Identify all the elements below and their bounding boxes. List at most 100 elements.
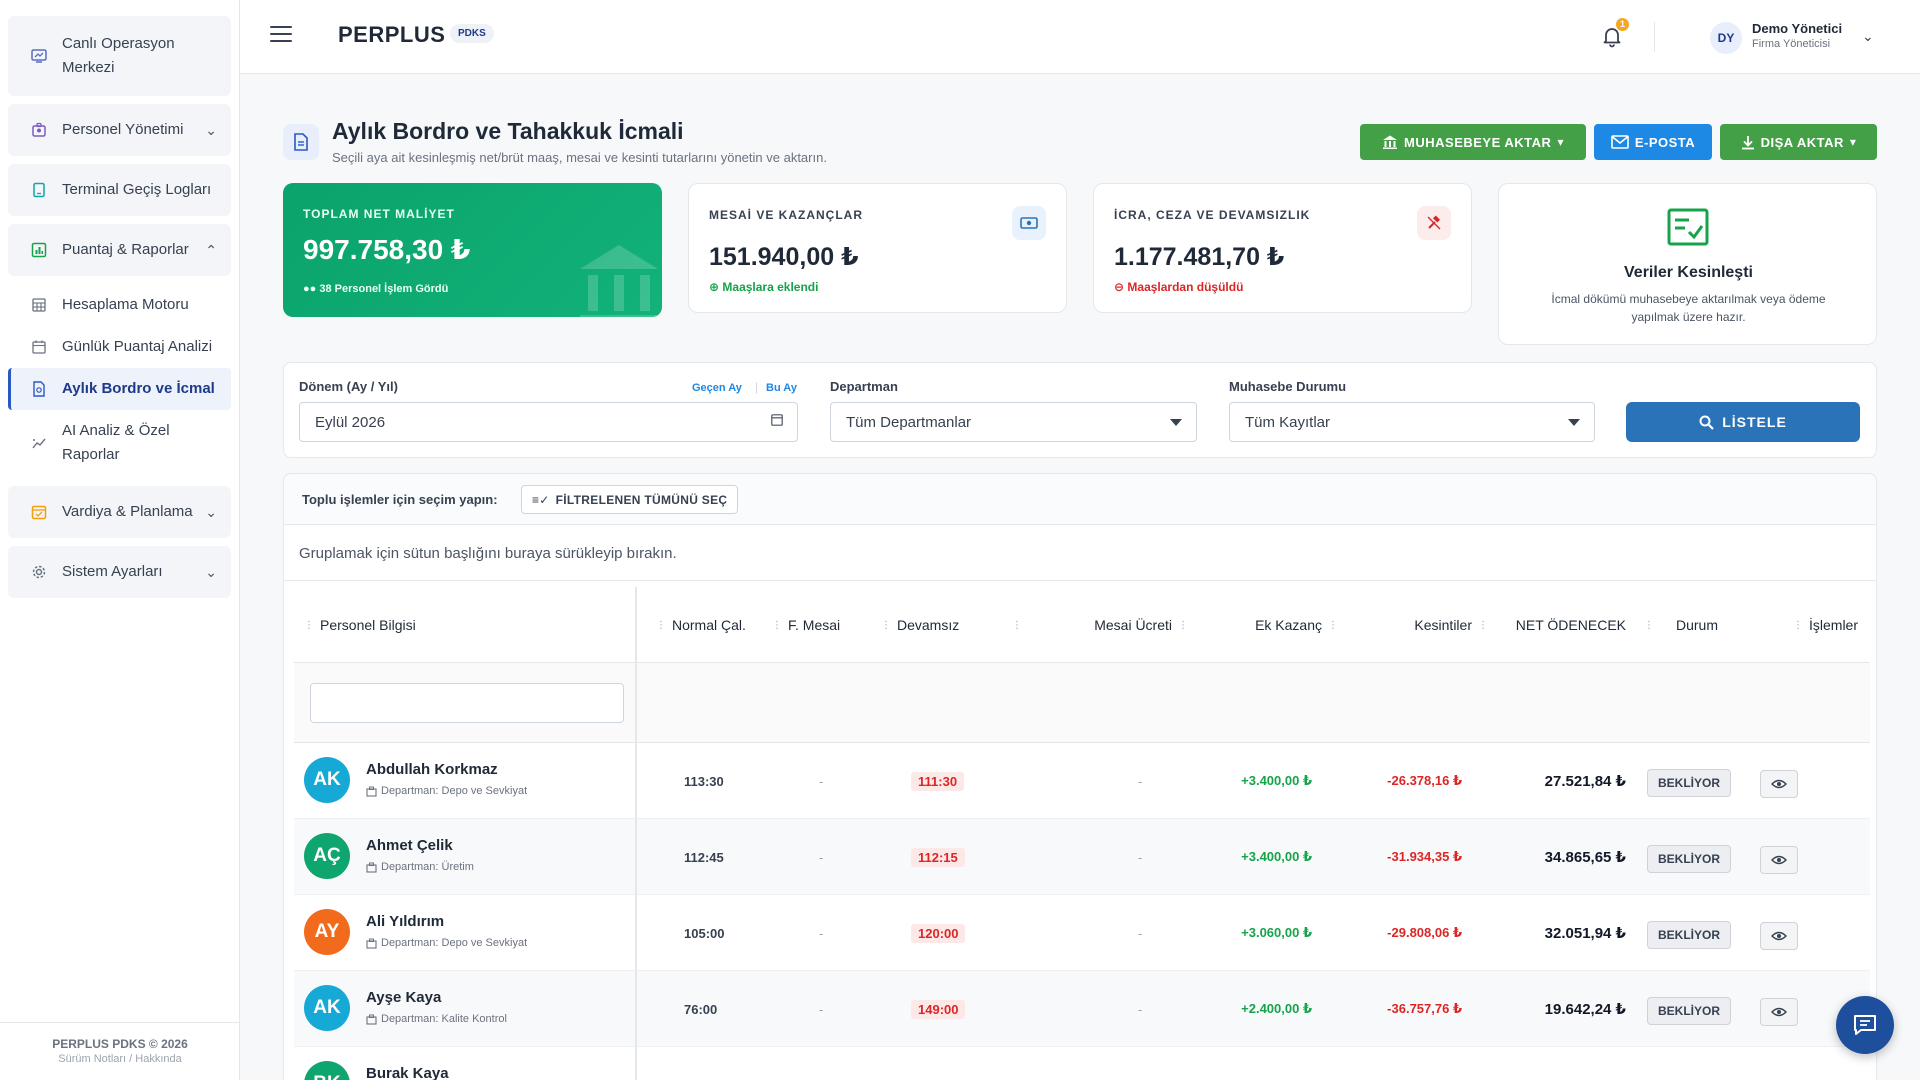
card-note: ⊖ Maaşlardan düşüldü — [1114, 280, 1243, 294]
money-icon — [1012, 206, 1046, 240]
card-title: TOPLAM NET MALİYET — [303, 207, 455, 221]
extra-earnings-cell: +3.400,00 ₺ — [1241, 773, 1312, 788]
chevron-down-icon: ⌄ — [205, 121, 217, 138]
column-header-label: Durum — [1675, 617, 1718, 633]
avatar: BK — [304, 1061, 350, 1080]
table-row[interactable]: AY Ali Yıldırım Departman: Depo ve Sevkiya… — [294, 895, 1870, 971]
sidebar-item-personnel[interactable]: Personel Yönetimi ⌄ — [8, 104, 231, 156]
sidebar-item-terminal-logs[interactable]: Terminal Geçiş Logları — [8, 164, 231, 216]
status-badge: BEKLİYOR — [1647, 921, 1732, 949]
sidebar-item-shifts[interactable]: Vardiya & Planlama ⌄ — [8, 486, 231, 538]
select-all-label: FİLTRELENEN TÜMÜNÜ SEÇ — [555, 492, 728, 507]
this-month-link[interactable]: Bu Ay — [766, 382, 797, 394]
email-button[interactable]: E-POSTA — [1594, 124, 1712, 160]
caret-down-icon — [1568, 419, 1580, 426]
personnel-name[interactable]: Abdullah Korkmaz — [366, 761, 498, 778]
bell-icon[interactable] — [1600, 24, 1624, 48]
absent-cell: 111:30 — [911, 743, 965, 819]
document-icon — [283, 124, 319, 160]
avatar[interactable]: DY — [1710, 22, 1742, 54]
bulk-actions-bar: Toplu işlemler için seçim yapın: ≡✓ FİLT… — [283, 473, 1877, 525]
personnel-name[interactable]: Ali Yıldırım — [366, 913, 445, 930]
net-payable-cell: 32.051,94 ₺ — [1544, 925, 1626, 942]
absent-cell: 149:00 — [911, 971, 966, 1047]
building-icon — [366, 1014, 377, 1025]
view-button[interactable] — [1760, 846, 1798, 874]
select-all-filtered-button[interactable]: ≡✓ FİLTRELENEN TÜMÜNÜ SEÇ — [521, 485, 739, 514]
personnel-department: Departman: Depo ve Sevkiyat — [366, 785, 527, 797]
normal-hours-cell: 112:45 — [684, 849, 724, 865]
menu-toggle-icon[interactable] — [270, 26, 292, 44]
deductions-card: İCRA, CEZA VE DEVAMSIZLIK 1.177.481,70 ₺… — [1093, 183, 1472, 313]
personnel-name[interactable]: Burak Kaya — [366, 1065, 449, 1080]
column-header-deductions[interactable]: ⋮ Kesintiler — [1328, 617, 1472, 633]
extra-earnings-cell: +3.400,00 ₺ — [1241, 849, 1312, 864]
normal-hours-cell: 105:00 — [684, 925, 725, 941]
status-badge: BEKLİYOR — [1647, 769, 1732, 797]
list-button[interactable]: LİSTELE — [1626, 402, 1860, 442]
column-header-overtime-pay[interactable]: ⋮ Mesai Ücreti — [1012, 617, 1172, 633]
period-field[interactable]: Eylül 2026 — [299, 402, 798, 442]
chat-button[interactable] — [1836, 996, 1894, 1054]
column-header-label: Devamsız — [897, 617, 960, 633]
calendar-icon[interactable] — [771, 413, 783, 430]
department-select[interactable]: Tüm Departmanlar — [830, 402, 1197, 442]
list-button-label: LİSTELE — [1722, 414, 1787, 430]
sidebar-subitem-ai-reports[interactable]: AI Analiz & Özel Raporlar — [8, 410, 231, 476]
sidebar-subitem-label: Günlük Puantaj Analizi — [62, 338, 213, 355]
column-header-label: Personel Bilgisi — [320, 617, 416, 633]
column-header-label: F. Mesai — [788, 617, 841, 633]
sidebar-item-settings[interactable]: Sistem Ayarları ⌄ — [8, 546, 231, 598]
checklist-icon: ≡✓ — [532, 492, 550, 507]
table-row[interactable]: BK Burak Kaya — [294, 1047, 1870, 1080]
avatar: AK — [304, 985, 350, 1031]
card-note: ●● 38 Personel İşlem Gördü — [303, 283, 448, 295]
sidebar-subitem-calc-engine[interactable]: Hesaplama Motoru — [8, 284, 231, 326]
column-header-actions[interactable]: ⋮ İşlemler — [1793, 617, 1859, 633]
table-row[interactable]: AK Abdullah Korkmaz Departman: Depo ve Sev… — [294, 743, 1870, 819]
release-notes-link[interactable]: Sürüm Notları / Hakkında — [58, 1053, 182, 1065]
monitor-icon — [30, 47, 48, 65]
plus-circle-icon: ⊕ — [709, 280, 720, 294]
table-row[interactable]: AK Ayşe Kaya Departman: Kalite Kontrol 76:0… — [294, 971, 1870, 1047]
overtime-pay-cell: - — [1138, 925, 1143, 941]
view-button[interactable] — [1760, 922, 1798, 950]
column-header-extra[interactable]: ⋮ Ek Kazanç — [1178, 617, 1322, 633]
accounting-export-button[interactable]: MUHASEBEYE AKTAR ▾ — [1360, 124, 1586, 160]
column-header-absent[interactable]: ⋮ Devamsız — [881, 617, 960, 633]
sidebar-item-label: Canlı Operasyon Merkezi — [62, 35, 175, 76]
chevron-down-icon[interactable]: ⌄ — [1862, 28, 1874, 44]
calendar-icon — [30, 503, 48, 521]
period-label: Dönem (Ay / Yıl) — [299, 379, 398, 394]
eye-icon — [1771, 1007, 1787, 1017]
view-button[interactable] — [1760, 770, 1798, 798]
sidebar-subitem-daily-analysis[interactable]: Günlük Puantaj Analizi — [8, 326, 231, 368]
accounting-status-select[interactable]: Tüm Kayıtlar — [1229, 402, 1595, 442]
card-value: 151.940,00 ₺ — [709, 243, 859, 271]
column-header-status[interactable]: ⋮ Durum — [1644, 617, 1718, 633]
column-header-normal[interactable]: ⋮ Normal Çal. — [656, 617, 746, 633]
column-header-overtime[interactable]: ⋮ F. Mesai — [772, 617, 841, 633]
view-button[interactable] — [1760, 998, 1798, 1026]
last-month-link[interactable]: Geçen Ay — [692, 382, 742, 394]
group-drop-area[interactable]: Gruplamak için sütun başlığını buraya sü… — [284, 525, 1876, 581]
column-header-net[interactable]: ⋮ NET ÖDENECEK — [1478, 617, 1626, 633]
sidebar-item-reports[interactable]: Puantaj & Raporlar ⌃ — [8, 224, 231, 276]
personnel-name[interactable]: Ahmet Çelik — [366, 837, 453, 854]
absent-hours: 112:15 — [911, 847, 965, 867]
column-header-personnel[interactable]: ⋮ Personel Bilgisi — [304, 617, 416, 633]
sidebar-subitem-monthly-payroll[interactable]: Aylık Bordro ve İcmal — [8, 368, 231, 410]
page-title: Aylık Bordro ve Tahakkuk İcmali — [332, 118, 684, 144]
table-row[interactable]: AÇ Ahmet Çelik Departman: Üretim 112:45 - 112… — [294, 819, 1870, 895]
absent-hours: 120:00 — [911, 923, 966, 943]
export-button[interactable]: DIŞA AKTAR ▾ — [1720, 124, 1877, 160]
overtime-cell: - — [819, 773, 824, 789]
personnel-name[interactable]: Ayşe Kaya — [366, 989, 442, 1006]
mail-icon — [1611, 135, 1629, 149]
card-text: İcmal dökümü muhasebeye aktarılmak veya … — [1551, 292, 1826, 324]
sidebar-item-live-ops[interactable]: Canlı Operasyon Merkezi — [8, 16, 231, 96]
personnel-filter-input[interactable] — [310, 683, 624, 723]
gavel-icon — [1417, 206, 1451, 240]
sidebar-item-label: Vardiya & Planlama — [62, 503, 193, 520]
people-icon: ●● — [303, 283, 317, 295]
